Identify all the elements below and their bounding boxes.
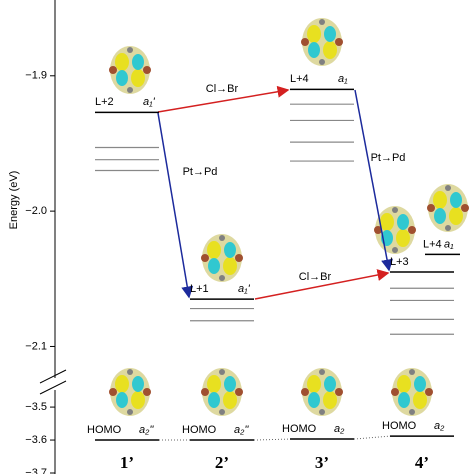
homo-label: HOMO: [87, 424, 122, 436]
molecule-images: [109, 18, 469, 416]
transition-label: Cl→Br: [206, 83, 239, 95]
column-label: 1’: [120, 453, 134, 472]
symmetry-label: a₂: [334, 423, 345, 435]
level-label: L+4: [290, 73, 309, 85]
column-label: 4’: [415, 453, 429, 472]
level-label: L+1: [190, 283, 209, 295]
symmetry-label: a₂'': [234, 424, 249, 436]
homo-label: HOMO: [382, 420, 417, 432]
y-tick-label: −2.1: [25, 340, 47, 352]
y-tick-label: −2.0: [25, 205, 47, 217]
transition-label: Cl→Br: [299, 271, 332, 283]
y-axis-label: Energy (eV): [8, 171, 20, 230]
column-label: 3’: [315, 453, 329, 472]
axis-break: [39, 369, 67, 384]
symmetry-label: a₁': [238, 283, 251, 295]
column-label: 2’: [215, 453, 229, 472]
homo-connector: [353, 435, 391, 440]
symmetry-label: a₂'': [139, 424, 154, 436]
level-label: L+2: [95, 96, 114, 108]
transition-label: Pt→Pd: [371, 152, 406, 164]
symmetry-label: a₁': [143, 96, 156, 108]
transition-label: Pt→Pd: [183, 166, 218, 178]
symmetry-label: a₂: [434, 420, 445, 432]
homo-label: HOMO: [282, 423, 317, 435]
y-tick-label: −3.7: [25, 467, 47, 474]
symmetry-label: a₁: [444, 238, 454, 250]
homo-connector: [253, 438, 291, 441]
axis-break: [39, 380, 67, 395]
level-label: L+3: [390, 256, 409, 268]
homo-label: HOMO: [182, 424, 217, 436]
transition-arrows: [157, 85, 393, 300]
level-label: L+4: [423, 238, 442, 250]
symmetry-label: a₁: [338, 73, 348, 85]
y-tick-label: −1.9: [25, 70, 47, 82]
y-tick-label: −3.6: [25, 434, 47, 446]
y-tick-label: −3.5: [25, 401, 47, 413]
